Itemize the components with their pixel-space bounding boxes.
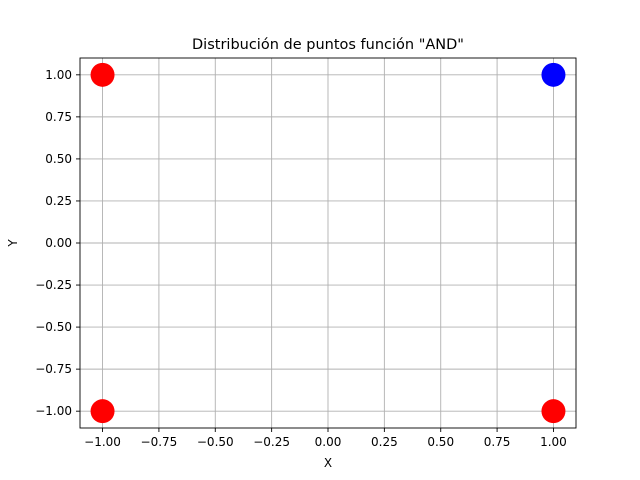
chart-title: Distribución de puntos función "AND" xyxy=(192,37,464,53)
y-tick-label: 0.25 xyxy=(45,194,72,208)
y-tick-label: −0.50 xyxy=(35,320,72,334)
axis-ticks: −1.00 −0.75 −0.50 −0.25 0.00 0.25 0.50 0.75 1.00… xyxy=(35,68,567,449)
y-tick-label: 0.75 xyxy=(45,110,72,124)
data-point xyxy=(90,399,115,424)
x-tick-label: −0.75 xyxy=(141,435,178,449)
x-tick-label: 0.50 xyxy=(427,435,454,449)
y-tick-label: 1.00 xyxy=(45,68,72,82)
data-point xyxy=(541,399,566,424)
x-axis-label: X xyxy=(324,456,332,470)
x-tick-label: 1.00 xyxy=(540,435,567,449)
y-tick-label: −1.00 xyxy=(35,404,72,418)
x-tick-label: −1.00 xyxy=(84,435,121,449)
y-tick-label: −0.75 xyxy=(35,362,72,376)
data-points xyxy=(90,62,566,424)
x-tick-label: −0.25 xyxy=(253,435,290,449)
data-point xyxy=(541,62,566,87)
y-tick-label: 0.00 xyxy=(45,236,72,250)
y-tick-label: −0.25 xyxy=(35,278,72,292)
y-tick-label: 0.50 xyxy=(45,152,72,166)
data-point xyxy=(90,62,115,87)
grid-lines xyxy=(80,58,576,428)
x-tick-label: 0.00 xyxy=(315,435,342,449)
y-axis-label: Y xyxy=(6,239,20,248)
x-tick-label: 0.25 xyxy=(371,435,398,449)
plot-area-frame xyxy=(79,57,577,429)
x-tick-label: −0.50 xyxy=(197,435,234,449)
x-tick-label: 0.75 xyxy=(484,435,511,449)
